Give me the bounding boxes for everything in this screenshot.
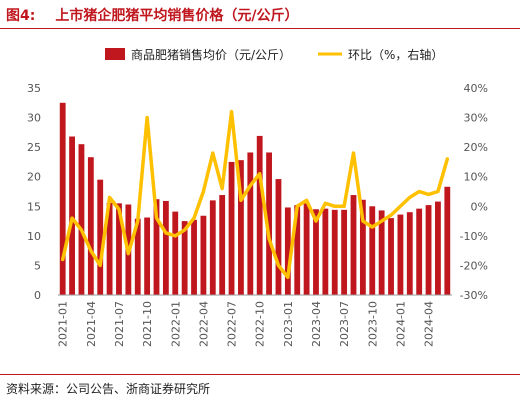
bar	[209, 200, 216, 295]
figure-title: 图4: 上市猪企肥猪平均销售价格（元/公斤）	[6, 5, 298, 25]
y-right-tick-label: -10%	[460, 230, 488, 243]
y-right-tick-label: 20%	[464, 141, 488, 154]
x-tick-label: 2021-01	[57, 301, 70, 347]
bar	[322, 208, 329, 295]
bar	[134, 218, 141, 295]
bar	[87, 157, 94, 295]
legend-line-label: 环比（%，右轴）	[348, 47, 443, 62]
bar	[162, 200, 169, 295]
bar	[294, 205, 301, 295]
bar	[191, 219, 197, 295]
y-right-tick-label: 10%	[464, 171, 488, 184]
source-rule	[0, 374, 520, 375]
bar	[425, 205, 432, 295]
x-tick-label: 2024-04	[423, 301, 436, 347]
bar	[303, 203, 310, 295]
bar	[266, 152, 272, 295]
bar	[116, 203, 122, 295]
bar	[69, 136, 75, 295]
figure-title-text: 上市猪企肥猪平均销售价格（元/公斤）	[55, 8, 299, 24]
source-note: 资料来源：公司公告、浙商证券研究所	[6, 382, 211, 396]
x-tick-label: 2021-07	[113, 301, 126, 347]
x-tick-label: 2023-07	[338, 301, 351, 347]
y-left-tick-label: 35	[27, 82, 41, 95]
bar	[247, 152, 254, 295]
bar	[388, 218, 394, 295]
y-right-tick-label: 30%	[464, 112, 488, 125]
price-chart: 商品肥猪销售均价（元/公斤） 环比（%，右轴） 0 5 10 15 20 25 30 35 -30%…	[27, 47, 488, 347]
bar	[228, 161, 235, 295]
bar	[238, 160, 244, 295]
bar	[97, 179, 104, 295]
bar	[106, 202, 113, 295]
x-tick-label: 2021-10	[141, 301, 154, 347]
x-tick-label: 2021-04	[85, 301, 98, 347]
bar	[200, 215, 207, 295]
y-left-tick-label: 30	[27, 112, 41, 125]
y-right-tick-label: -30%	[460, 289, 488, 302]
y-left-tick-label: 0	[34, 289, 41, 302]
y-right-tick-label: 0%	[471, 200, 488, 213]
bar	[369, 206, 376, 295]
y-left-tick-label: 25	[27, 141, 41, 154]
y-left-tick-label: 10	[27, 230, 41, 243]
title-rule	[0, 28, 520, 29]
bar	[359, 199, 366, 295]
y-left-tick-label: 20	[27, 171, 41, 184]
bar	[284, 207, 291, 295]
bar	[444, 186, 451, 295]
figure-number: 图4:	[6, 8, 36, 24]
bar	[219, 195, 226, 295]
bar	[144, 217, 151, 295]
bar	[275, 179, 282, 295]
bar	[435, 201, 441, 295]
bar	[378, 210, 385, 295]
bar	[331, 209, 338, 295]
bar	[59, 102, 66, 295]
bar	[406, 212, 413, 295]
x-tick-label: 2022-01	[169, 301, 182, 347]
x-tick-label: 2024-01	[394, 301, 407, 347]
x-tick-label: 2022-10	[254, 301, 267, 347]
y-right-tick-label: -20%	[460, 259, 488, 272]
bar	[256, 135, 263, 295]
bar	[313, 209, 319, 295]
legend-bar-label: 商品肥猪销售均价（元/公斤）	[131, 47, 291, 62]
x-tick-label: 2022-07	[226, 301, 239, 347]
x-tick-label: 2023-04	[310, 301, 323, 347]
bar	[153, 199, 160, 295]
bar	[181, 221, 188, 295]
x-tick-label: 2023-01	[282, 301, 295, 347]
x-tick-label: 2023-10	[366, 301, 379, 347]
bar	[416, 208, 423, 295]
bar	[397, 214, 404, 295]
bar	[350, 195, 357, 295]
y-left-tick-label: 5	[34, 259, 41, 272]
x-tick-label: 2022-04	[197, 301, 210, 347]
y-right-tick-label: 40%	[464, 82, 488, 95]
bar	[341, 209, 348, 295]
bar	[78, 144, 85, 295]
bar	[172, 211, 179, 295]
legend-bar-swatch	[105, 48, 125, 60]
mom-line	[60, 109, 450, 280]
y-left-tick-label: 15	[27, 200, 41, 213]
